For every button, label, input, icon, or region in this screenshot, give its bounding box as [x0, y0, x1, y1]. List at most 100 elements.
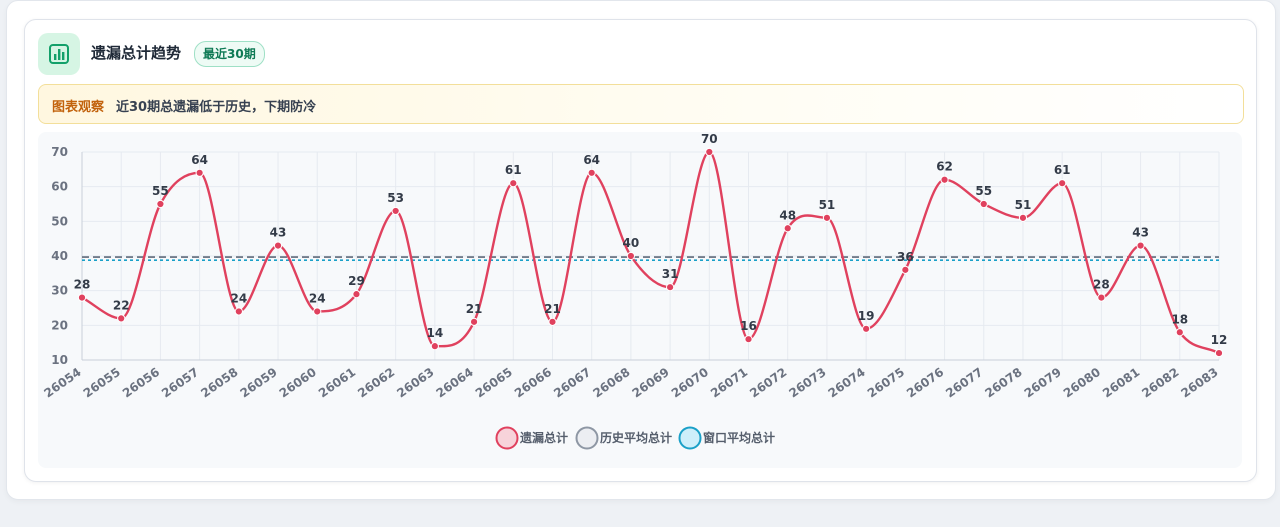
data-point — [822, 213, 832, 222]
legend-label: 遗漏总计 — [519, 430, 568, 445]
data-label: 21 — [544, 302, 561, 316]
legend-swatch — [495, 426, 519, 450]
data-point — [548, 317, 557, 326]
legend-label: 历史平均总计 — [600, 430, 672, 445]
y-tick-label: 10 — [51, 353, 68, 367]
data-point — [156, 199, 165, 209]
x-tick-label: 26075 — [865, 365, 907, 400]
x-tick-label: 26065 — [473, 365, 515, 400]
period-badge[interactable]: 最近30期 — [194, 41, 265, 67]
x-tick-label: 26081 — [1100, 365, 1142, 400]
data-point — [509, 179, 518, 188]
x-tick-label: 26066 — [512, 365, 554, 400]
data-label: 43 — [1132, 226, 1149, 240]
y-tick-label: 20 — [51, 318, 68, 332]
data-point — [1175, 328, 1184, 337]
data-label: 14 — [427, 326, 444, 340]
data-point — [391, 206, 400, 216]
data-label: 51 — [819, 198, 836, 212]
data-label: 24 — [309, 291, 326, 305]
data-point — [1136, 241, 1145, 250]
data-label: 16 — [740, 319, 757, 333]
x-tick-label: 26055 — [81, 365, 123, 400]
legend-item-2[interactable]: 窗口平均总计 — [678, 426, 776, 450]
data-label: 61 — [505, 163, 522, 177]
x-tick-label: 26072 — [747, 365, 789, 400]
data-label: 64 — [583, 153, 600, 167]
x-tick-label: 26059 — [238, 365, 280, 400]
data-label: 18 — [1171, 312, 1188, 326]
x-tick-label: 26069 — [630, 365, 672, 400]
legend-item-1[interactable]: 历史平均总计 — [575, 426, 673, 450]
data-label: 62 — [936, 160, 953, 174]
data-point — [469, 317, 479, 326]
x-tick-label: 26083 — [1178, 365, 1220, 400]
y-tick-label: 50 — [51, 214, 68, 228]
data-point — [195, 168, 204, 177]
data-point — [1058, 179, 1067, 188]
insight-tag: 图表观察 — [52, 100, 105, 115]
y-tick-label: 60 — [51, 180, 68, 194]
x-tick-label: 26070 — [669, 365, 711, 400]
x-tick-label: 26064 — [434, 365, 476, 400]
x-tick-label: 26056 — [120, 365, 162, 400]
data-label: 28 — [74, 278, 91, 292]
data-point — [940, 175, 949, 184]
data-label: 70 — [701, 132, 718, 146]
data-label: 53 — [387, 191, 404, 205]
x-tick-label: 26076 — [904, 365, 946, 400]
data-point — [587, 168, 596, 177]
legend-item-0[interactable]: 遗漏总计 — [495, 426, 569, 450]
data-point — [352, 290, 361, 299]
data-point — [234, 307, 243, 316]
data-point — [430, 342, 439, 351]
insight-text: 近30期总遗漏低于历史，下期防冷 — [116, 100, 317, 115]
legend-swatch — [678, 426, 702, 450]
data-point — [1018, 213, 1028, 222]
x-tick-label: 26080 — [1061, 365, 1103, 400]
x-tick-label: 26057 — [159, 365, 201, 400]
insight-banner: 图表观察 近30期总遗漏低于历史，下期防冷 — [38, 84, 1244, 124]
data-label: 22 — [113, 298, 130, 312]
x-tick-label: 26071 — [708, 365, 750, 400]
data-point — [626, 251, 635, 261]
data-label: 12 — [1211, 333, 1228, 347]
data-label: 55 — [152, 184, 169, 198]
data-point — [77, 293, 87, 302]
data-point — [783, 224, 792, 233]
data-point — [666, 283, 675, 292]
x-tick-label: 26058 — [198, 365, 240, 400]
data-label: 51 — [1015, 198, 1032, 212]
data-point — [862, 324, 871, 333]
x-tick-label: 26074 — [826, 365, 868, 400]
x-tick-label: 26060 — [277, 365, 319, 400]
legend-label: 窗口平均总计 — [703, 430, 775, 445]
data-point — [1097, 293, 1106, 302]
y-tick-label: 30 — [51, 284, 68, 298]
data-point — [313, 307, 322, 316]
legend-swatch — [575, 426, 599, 450]
data-label: 48 — [779, 208, 796, 222]
data-label: 36 — [897, 250, 914, 264]
series-line-遗漏总计 — [81, 150, 1220, 355]
x-tick-label: 26054 — [41, 365, 83, 400]
bar-chart-icon — [38, 33, 80, 75]
data-label: 61 — [1054, 163, 1071, 177]
data-label: 21 — [466, 302, 483, 316]
data-label: 19 — [858, 309, 875, 323]
y-tick-label: 70 — [51, 145, 68, 159]
data-label: 24 — [230, 291, 247, 305]
data-label: 40 — [623, 236, 640, 250]
data-point — [1214, 348, 1224, 358]
data-point — [901, 265, 910, 274]
data-label: 64 — [191, 153, 208, 167]
data-label: 31 — [662, 267, 679, 281]
x-tick-label: 26062 — [355, 365, 397, 400]
data-label: 55 — [975, 184, 992, 198]
data-point — [117, 314, 126, 323]
x-tick-label: 26068 — [590, 365, 632, 400]
x-tick-label: 26063 — [394, 365, 436, 400]
x-tick-label: 26077 — [943, 365, 985, 400]
data-point — [744, 335, 753, 344]
